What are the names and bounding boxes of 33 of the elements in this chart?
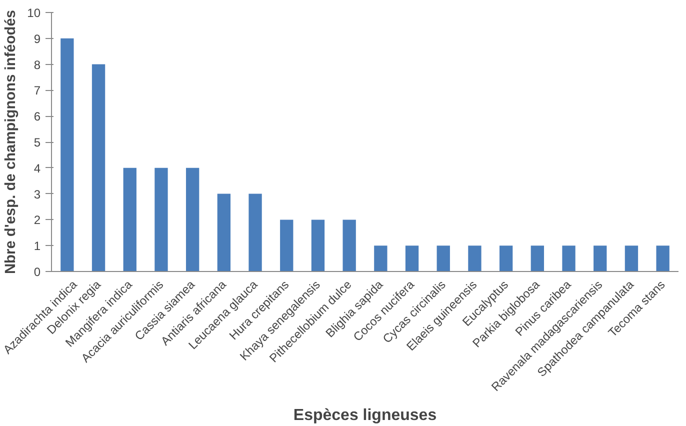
y-tick-label: 5 [34, 136, 41, 150]
bar [499, 246, 513, 272]
bar [311, 220, 325, 272]
y-tick-label: 0 [34, 265, 41, 279]
y-tick-label: 6 [34, 110, 41, 124]
bar [374, 246, 388, 272]
y-tick-label: 3 [34, 187, 41, 202]
bar [186, 168, 200, 272]
bar [280, 220, 294, 272]
bar [248, 194, 262, 272]
bar [656, 246, 670, 272]
bar [154, 168, 168, 272]
bar [123, 168, 136, 272]
y-tick-label: 9 [34, 32, 41, 46]
bar [217, 194, 231, 272]
y-tick-label: 4 [34, 161, 41, 176]
bar [562, 246, 576, 272]
bar [60, 38, 74, 272]
bar [405, 246, 419, 272]
bar [624, 246, 638, 272]
y-tick-label: 1 [34, 239, 41, 254]
bar [468, 246, 482, 272]
bar [92, 64, 106, 272]
bar [530, 246, 544, 272]
y-tick-label: 10 [27, 6, 41, 20]
y-tick-label: 8 [34, 58, 41, 72]
y-tick-label: 2 [34, 213, 41, 228]
bar [342, 220, 356, 272]
y-axis-title: Nbre d'esp. de champignons inféodés [3, 10, 20, 274]
x-axis-title: Espèces ligneuses [293, 406, 437, 424]
y-tick-label: 7 [34, 84, 41, 98]
bar [594, 246, 607, 272]
bar [436, 246, 450, 272]
